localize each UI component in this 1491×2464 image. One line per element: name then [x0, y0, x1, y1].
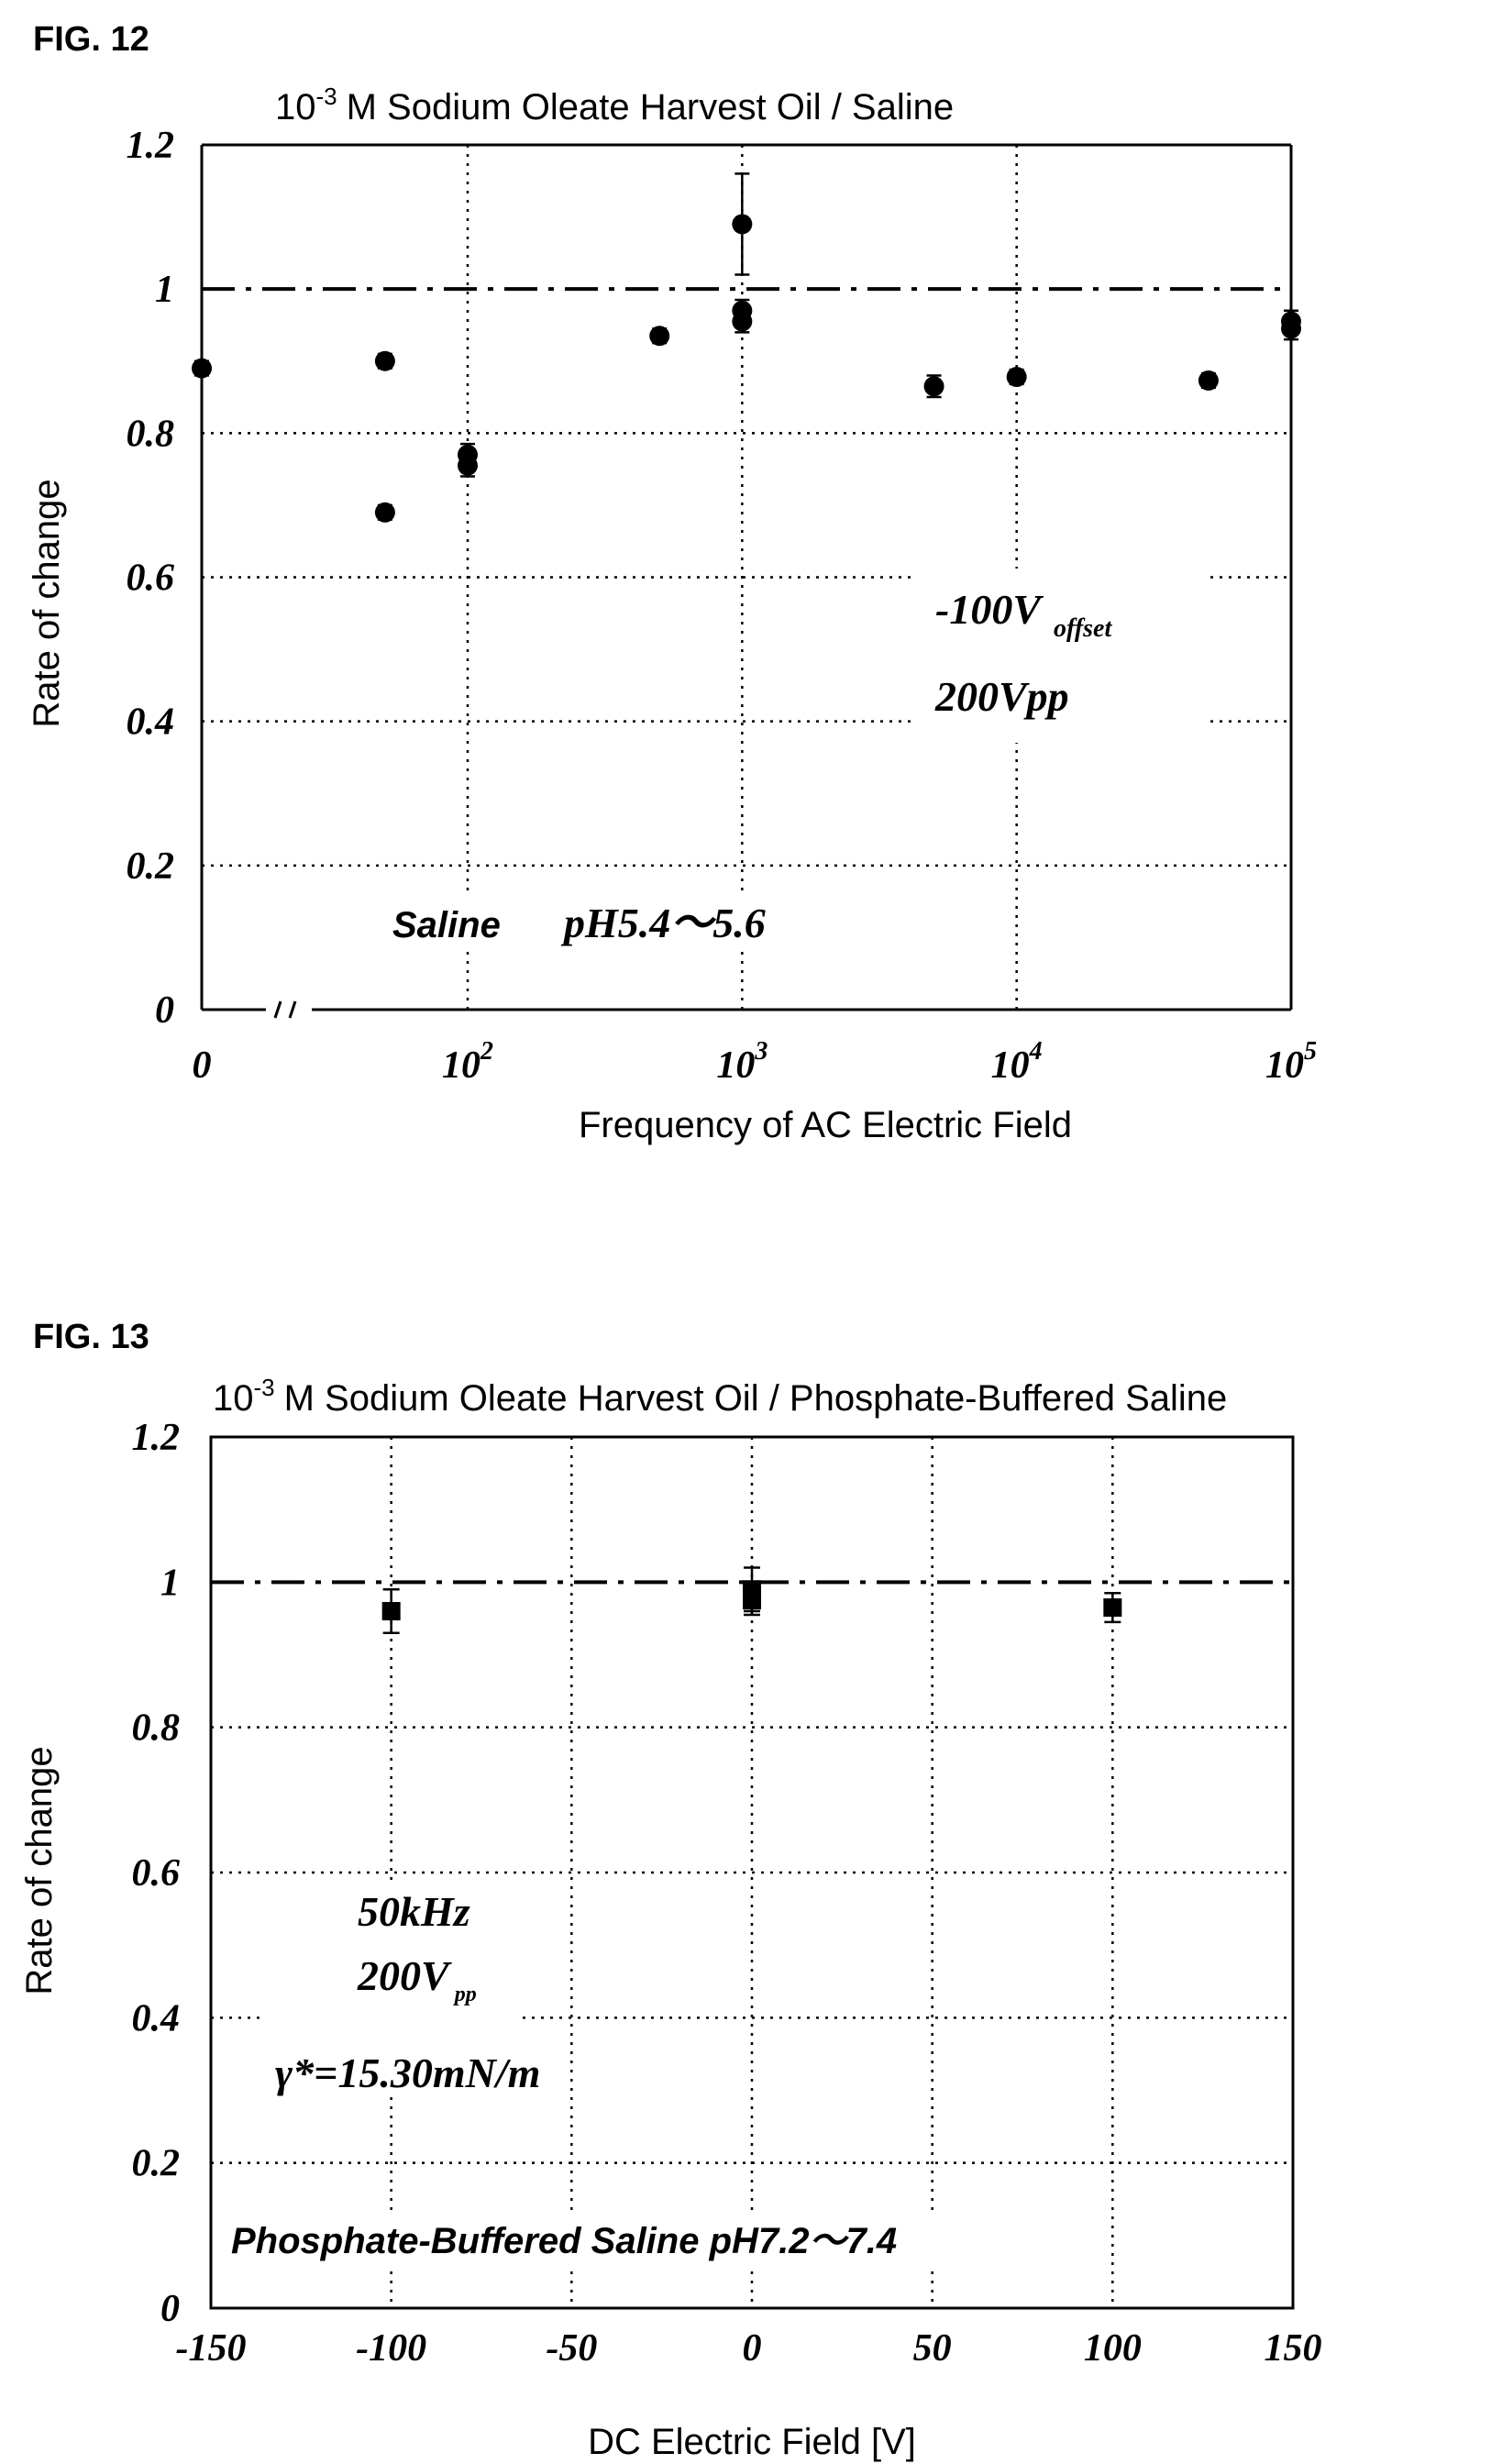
fig13-y-tick-5: 1	[160, 1562, 180, 1604]
fig12-point-5	[649, 326, 670, 347]
fig12-anno-offset-sub: offset	[1054, 614, 1112, 643]
fig12-x-tick-4: 105	[1265, 1037, 1317, 1087]
fig12-title: 10-3 M Sodium Oleate Harvest Oil / Saline	[275, 83, 954, 127]
fig12-point-9	[923, 376, 944, 397]
fig13-y-tick-0: 0	[160, 2288, 180, 2330]
fig12-anno-offset-main: -100V	[935, 586, 1044, 633]
fig13-label: FIG. 13	[33, 1318, 149, 1356]
fig13-points	[381, 1566, 1122, 1634]
fig12-point-10	[1006, 367, 1027, 388]
fig13-grid	[211, 1437, 1293, 2308]
fig13-title-text: M Sodium Oleate Harvest Oil / Phosphate-…	[284, 1378, 1228, 1419]
fig13-anno-medium-ph: Phosphate-Buffered Saline pH7.2～7.4	[231, 2221, 897, 2261]
fig12-x-tick-base-1: 10	[442, 1044, 480, 1087]
fig13-x-tick-3: 0	[743, 2327, 762, 2370]
fig13: FIG. 13 10-3 M Sodium Oleate Harvest Oil …	[19, 1318, 1322, 2462]
fig13-anno-frequency: 50kHz	[358, 1888, 470, 1935]
fig12-point-8	[732, 311, 753, 332]
fig12-x-tick-base-4: 10	[1265, 1044, 1304, 1087]
fig13-anno-vpp: 200V pp	[357, 1952, 477, 2006]
fig13-x-tick-2: -50	[546, 2327, 597, 2370]
fig12-y-tick-labels: 0 0.2 0.4 0.6 0.8 1 1.2	[127, 125, 175, 1032]
fig12-point-4	[458, 455, 478, 476]
fig12-x-axis-label: Frequency of AC Electric Field	[579, 1105, 1072, 1145]
fig13-medium-bg	[225, 2210, 1105, 2267]
fig13-x-tick-labels: -150 -100 -50 0 50 100 150	[176, 2327, 1322, 2370]
fig12-x-tick-base-3: 10	[991, 1044, 1030, 1087]
fig12-x-tick-exp-1: 2	[480, 1037, 493, 1066]
fig12-y-tick-4: 0.8	[127, 413, 175, 455]
fig12-anno-offset: -100V offset	[935, 586, 1112, 643]
fig12-x-tick-0: 0	[193, 1044, 212, 1087]
fig13-y-tick-labels: 0 0.2 0.4 0.6 0.8 1 1.2	[132, 1417, 181, 2330]
fig13-anno-vpp-sub: pp	[453, 1983, 477, 2006]
fig13-x-tick-1: -100	[356, 2327, 426, 2370]
fig13-title: 10-3 M Sodium Oleate Harvest Oil / Phosph…	[213, 1374, 1227, 1419]
fig13-y-tick-3: 0.6	[132, 1852, 181, 1895]
fig12-medium-bg	[376, 894, 853, 949]
fig13-frame	[209, 1435, 1295, 2310]
fig12-y-tick-1: 0.2	[127, 845, 175, 888]
fig13-y-tick-1: 0.2	[132, 2143, 181, 2185]
fig13-x-tick-4: 50	[913, 2327, 952, 2370]
fig13-anno-gamma: γ*=15.30mN/m	[275, 2050, 540, 2096]
fig13-y-tick-2: 0.4	[132, 1997, 181, 2039]
fig13-title-base: 10	[213, 1378, 254, 1419]
fig13-anno-vpp-main: 200V	[357, 1952, 452, 1999]
fig12-y-tick-3: 0.6	[127, 558, 175, 600]
fig13-point-0	[381, 1602, 401, 1620]
fig12-x-tick-base-0: 0	[193, 1044, 212, 1087]
fig12-y-tick-0: 0	[155, 989, 174, 1032]
fig12-points	[192, 172, 1301, 523]
fig12-point-6	[732, 214, 753, 235]
fig12-point-13	[1281, 318, 1301, 339]
fig12-y-tick-6: 1.2	[127, 125, 175, 167]
fig12: FIG. 12 10-3 M Sodium Oleate Harvest Oil …	[27, 20, 1317, 1145]
fig13-y-axis-label: Rate of change	[19, 1746, 60, 1994]
fig12-x-tick-exp-2: 3	[754, 1037, 768, 1066]
fig12-x-tick-base-2: 10	[716, 1044, 755, 1087]
fig12-anno-vpp: 200Vpp	[934, 673, 1069, 720]
fig13-x-axis-label: DC Electric Field [V]	[588, 2422, 916, 2462]
fig12-point-11	[1198, 370, 1219, 391]
fig12-anno-medium: Saline	[392, 905, 501, 945]
fig12-x-tick-exp-4: 5	[1304, 1037, 1317, 1066]
fig13-title-exp: -3	[254, 1374, 275, 1401]
fig12-anno-ph: pH5.4～5.6	[560, 900, 766, 946]
fig13-x-tick-5: 100	[1084, 2327, 1142, 2370]
fig12-y-axis-label: Rate of change	[27, 479, 67, 727]
fig12-annotation-bg	[917, 569, 1210, 743]
fig12-x-tick-2: 103	[716, 1037, 768, 1087]
fig12-label: FIG. 12	[33, 20, 149, 59]
fig12-title-text: M Sodium Oleate Harvest Oil / Saline	[347, 87, 954, 127]
fig13-point-3	[1103, 1598, 1122, 1618]
fig12-title-base: 10	[275, 87, 316, 127]
fig12-point-2	[374, 502, 395, 523]
fig13-annotation-bg	[266, 1880, 523, 2095]
fig13-x-tick-6: 150	[1265, 2327, 1322, 2370]
fig12-x-tick-1: 102	[442, 1037, 493, 1087]
fig12-point-1	[374, 350, 395, 371]
fig12-x-tick-labels: 0 102 103 104 105	[193, 1037, 1318, 1087]
fig12-title-exp: -3	[316, 83, 337, 110]
fig13-y-tick-6: 1.2	[132, 1417, 181, 1459]
fig12-y-tick-2: 0.4	[127, 702, 175, 744]
fig12-x-tick-exp-3: 4	[1029, 1037, 1043, 1066]
fig12-point-0	[192, 358, 212, 379]
fig12-y-tick-5: 1	[155, 269, 174, 311]
fig13-y-tick-4: 0.8	[132, 1707, 181, 1750]
fig12-x-tick-3: 104	[991, 1037, 1043, 1087]
fig12-axis-break	[273, 1000, 297, 1019]
fig13-point-2	[743, 1591, 761, 1610]
fig13-x-tick-0: -150	[176, 2327, 247, 2370]
